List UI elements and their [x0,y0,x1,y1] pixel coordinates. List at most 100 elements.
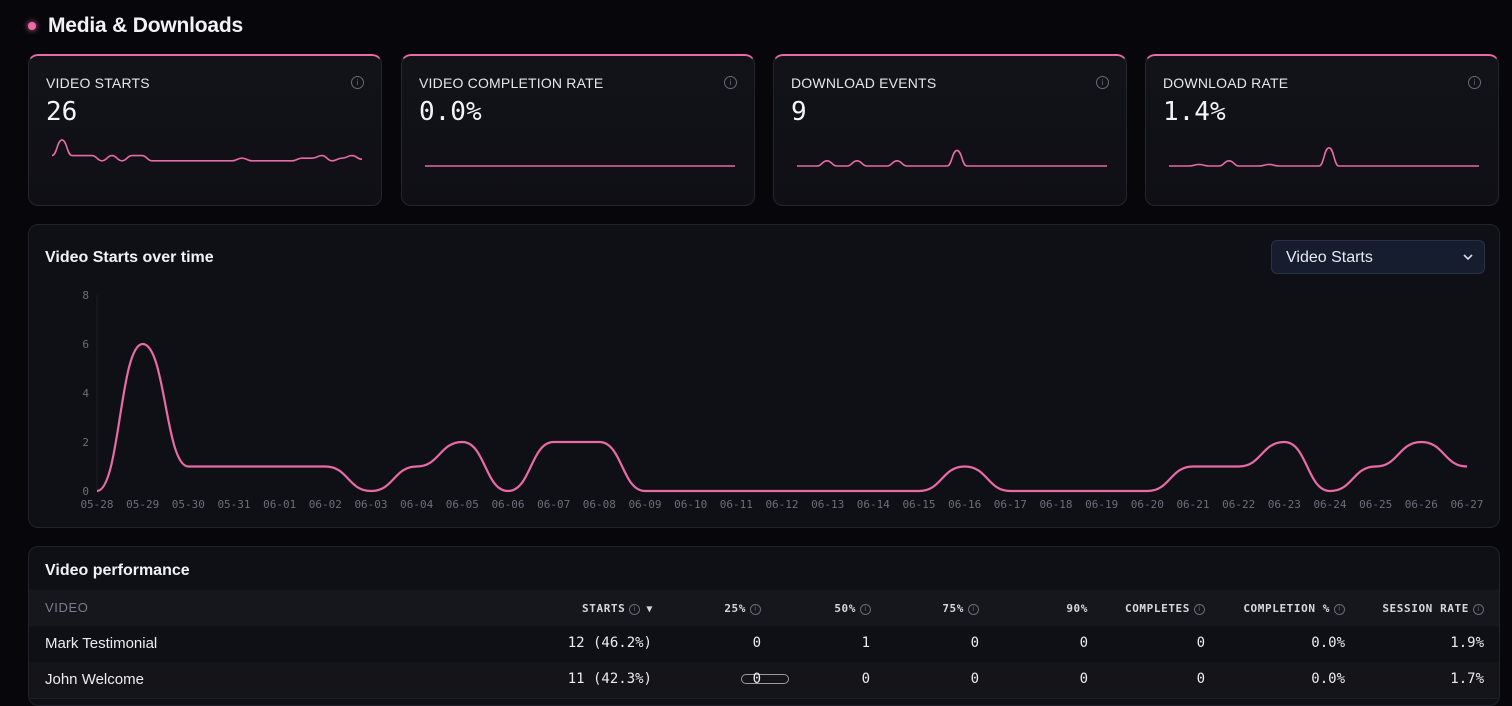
col-header-90[interactable]: 90% [1066,602,1088,615]
data-point[interactable] [549,437,559,447]
kpi-value: 26 [46,97,78,127]
data-point[interactable] [823,486,833,496]
x-tick-label: 06-21 [1176,498,1209,511]
data-point[interactable] [92,486,102,496]
col-header-completes[interactable]: COMPLETES i [1125,602,1205,615]
col-header-session-rate[interactable]: SESSION RATE i [1382,602,1484,615]
data-point[interactable] [960,462,970,472]
data-point[interactable] [366,486,376,496]
cell-75: 0 [970,635,979,651]
cell-50: 1 [861,635,870,651]
cell-starts: 12 (46.2%) [567,635,652,651]
data-point[interactable] [138,339,148,349]
kpi-label: VIDEO COMPLETION RATE [419,75,604,91]
cell-25: 0 [752,671,761,687]
info-icon[interactable]: i [1468,76,1481,89]
x-tick-label: 06-07 [537,498,570,511]
col-header-starts[interactable]: STARTS i ▼ [582,602,653,615]
data-point[interactable] [594,437,604,447]
col-header-75[interactable]: 75% i [942,602,979,615]
y-tick-label: 4 [82,387,89,400]
section-title: Media & Downloads [48,14,243,37]
x-tick-label: 06-25 [1359,498,1392,511]
data-point[interactable] [1325,486,1335,496]
data-point[interactable] [686,486,696,496]
cell-completion-pct: 0.0% [1311,635,1345,651]
x-tick-label: 06-19 [1085,498,1118,511]
x-tick-label: 05-30 [172,498,205,511]
sparkline-series [797,149,1107,167]
horizontal-scrollbar[interactable] [741,674,789,684]
kpi-label: VIDEO STARTS [46,75,150,91]
table-title: Video performance [45,562,190,579]
x-tick-label: 06-24 [1313,498,1346,511]
metric-select[interactable]: Video Starts [1271,240,1485,274]
kpi-value: 0.0% [419,97,482,127]
x-tick-label: 06-15 [902,498,935,511]
data-point[interactable] [868,486,878,496]
data-point[interactable] [1234,462,1244,472]
metric-select-value: Video Starts [1286,249,1373,266]
data-point[interactable] [1097,486,1107,496]
data-point[interactable] [1416,437,1426,447]
x-tick-label: 06-13 [811,498,844,511]
info-icon: i [629,603,641,615]
kpi-card-video-completion-rate: VIDEO COMPLETION RATE i 0.0% [401,54,755,206]
x-tick-label: 06-10 [674,498,707,511]
col-header-video[interactable]: VIDEO [45,600,89,615]
info-icon: i [1334,603,1345,615]
data-point[interactable] [1142,486,1152,496]
cell-starts: 11 (42.3%) [567,671,652,687]
x-tick-label: 06-14 [857,498,890,511]
data-point[interactable] [320,462,330,472]
data-point[interactable] [412,462,422,472]
info-icon[interactable]: i [351,76,364,89]
cell-completes: 0 [1196,671,1205,687]
cell-50: 0 [861,671,870,687]
info-icon: i [1194,603,1205,615]
chart-card: 0 2 4 6 8 05-28 05-29 05-30 05-31 06-01 06-02 06-03… [28,224,1500,528]
data-point[interactable] [777,486,787,496]
cell-session-rate: 1.9% [1450,635,1484,651]
x-tick-label: 06-03 [354,498,387,511]
cell-completes: 0 [1196,635,1205,651]
data-point[interactable] [503,486,513,496]
col-header-completion-pct[interactable]: COMPLETION % i [1243,602,1345,615]
data-point[interactable] [183,462,193,472]
data-point[interactable] [914,486,924,496]
sparkline [1169,146,1479,167]
video-name: Mark Testimonial [45,635,158,652]
x-tick-label: 05-28 [80,498,113,511]
x-tick-label: 06-22 [1222,498,1255,511]
sparkline-series [51,139,363,162]
data-point[interactable] [1188,462,1198,472]
info-icon[interactable]: i [724,76,737,89]
x-tick-label: 06-26 [1405,498,1438,511]
data-point[interactable] [1462,462,1472,472]
chevron-down-icon [1463,254,1473,261]
table-row[interactable]: John Welcome 11 (42.3%) 0 0 0 0 0 0.0% 1… [29,662,1499,699]
chart-title: Video Starts over time [45,249,214,266]
data-point[interactable] [275,462,285,472]
col-header-50[interactable]: 50% i [834,602,871,615]
data-point[interactable] [731,486,741,496]
data-point[interactable] [640,486,650,496]
data-point[interactable] [1371,462,1381,472]
col-header-25[interactable]: 25% i [724,602,761,615]
y-tick-label: 0 [82,485,89,498]
x-tick-label: 06-20 [1131,498,1164,511]
data-point[interactable] [457,437,467,447]
info-icon: i [750,603,761,615]
info-icon: i [968,603,979,615]
y-tick-label: 8 [82,289,89,302]
data-point[interactable] [1005,486,1015,496]
info-icon: i [860,603,871,615]
data-point[interactable] [229,462,239,472]
data-point[interactable] [1279,437,1289,447]
data-point[interactable] [1051,486,1061,496]
info-icon[interactable]: i [1096,76,1109,89]
table-row[interactable]: Mark Testimonial 12 (46.2%) 0 1 0 0 0 0.… [29,626,1499,663]
series-line [96,342,1468,493]
sparkline [425,165,735,167]
x-tick-label: 06-02 [309,498,342,511]
